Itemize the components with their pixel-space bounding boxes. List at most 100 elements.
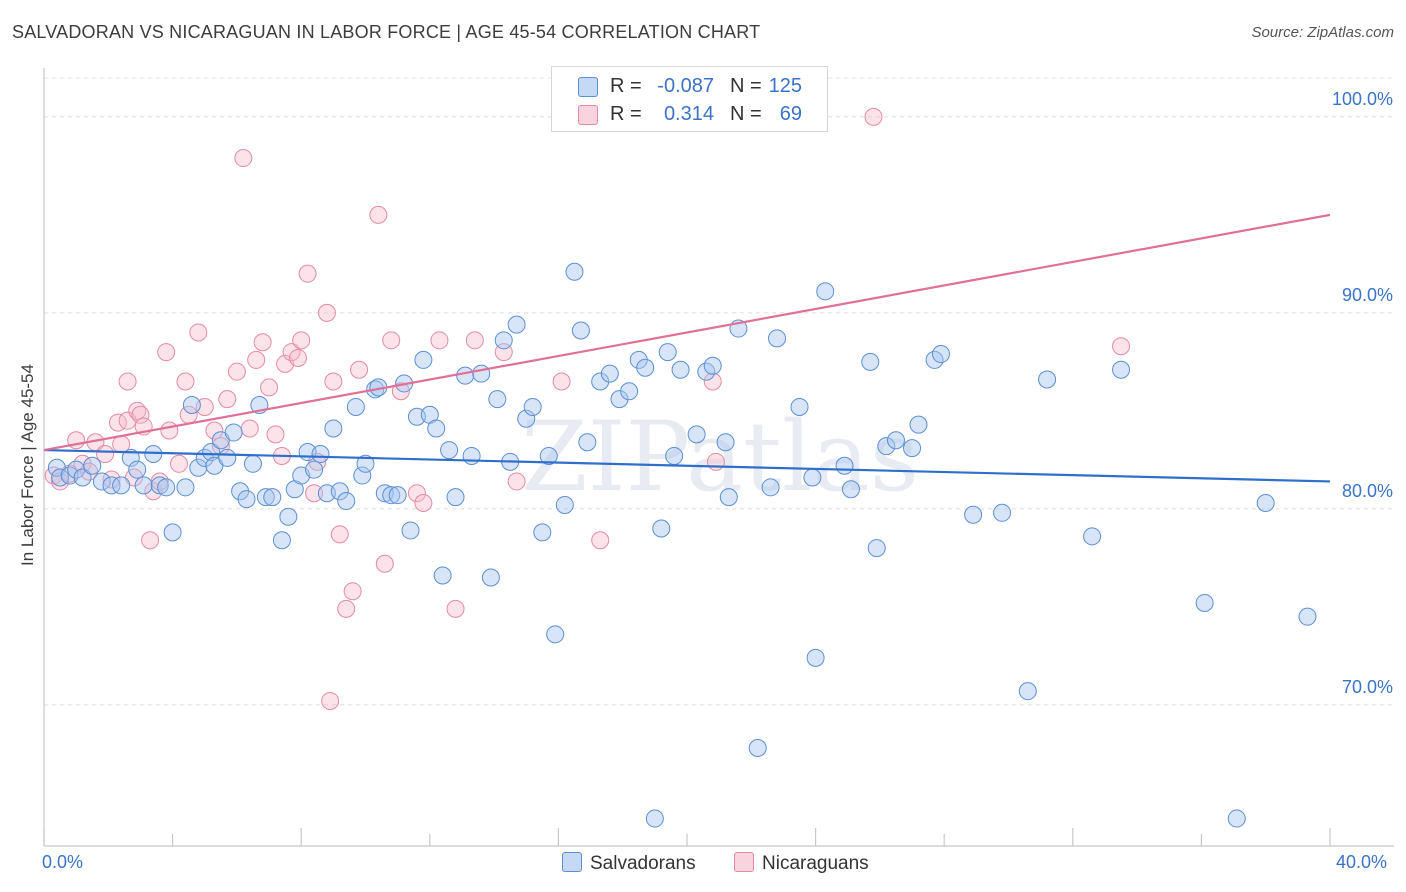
- salvadorans-point-13: [150, 476, 169, 495]
- nicaraguans-point-30: [227, 362, 246, 381]
- salvadorans-point-84: [658, 343, 677, 362]
- nicaraguans-point-52: [369, 205, 388, 224]
- salvadorans-point-117: [1227, 809, 1246, 828]
- salvadorans-point-20: [202, 443, 221, 462]
- nicaraguans-point-31: [234, 149, 253, 168]
- salvadorans-point-32: [279, 507, 298, 526]
- salvadorans-point-15: [163, 523, 182, 542]
- salvadorans-point-86: [671, 360, 690, 379]
- salvadorans-point-17: [182, 396, 201, 414]
- nicaraguans-point-40: [288, 348, 307, 367]
- salvadorans-point-85: [665, 446, 684, 465]
- salvadorans-point-111: [993, 503, 1012, 522]
- salvadorans-point-81: [636, 358, 655, 377]
- salvadorans-point-118: [1256, 494, 1275, 512]
- legend-row-salvadorans: R = -0.087 N = 125: [552, 73, 827, 101]
- salvadorans-point-10: [128, 460, 147, 479]
- nicaraguans-point-56: [407, 484, 426, 503]
- salvadorans-point-14: [157, 478, 176, 497]
- salvadorans-point-69: [533, 523, 552, 542]
- x-tick-label-min: 0.0%: [42, 852, 84, 872]
- bottom-legend-swatch-nicaraguans: [734, 852, 754, 872]
- legend-n-value: 69: [779, 103, 802, 125]
- salvadorans-point-64: [494, 331, 513, 350]
- salvadorans-point-62: [481, 568, 500, 587]
- nicaraguans-point-62: [507, 472, 526, 491]
- nicaraguans-point-22: [170, 454, 189, 473]
- axes: [43, 68, 1394, 847]
- chart-source: Source: ZipAtlas.com: [1251, 24, 1394, 41]
- salvadorans-point-112: [1018, 682, 1037, 701]
- salvadorans-point-55: [427, 419, 446, 438]
- nicaraguans-point-65: [703, 372, 722, 391]
- nicaraguans-point-46: [321, 691, 340, 710]
- salvadorans-point-41: [337, 492, 356, 511]
- nicaraguans-point-60: [465, 331, 484, 350]
- salvadorans-point-93: [748, 739, 767, 757]
- nicaraguans-point-58: [430, 331, 449, 350]
- salvadorans-point-44: [356, 454, 375, 473]
- salvadorans-point-110: [964, 505, 983, 524]
- salvadorans-point-16: [176, 478, 195, 497]
- legend-n-label: N =: [730, 75, 762, 97]
- salvadorans-point-40: [330, 482, 349, 501]
- nicaraguans-point-32: [240, 419, 259, 438]
- nicaraguans-point-23: [176, 372, 195, 391]
- salvadorans-point-7: [102, 476, 121, 495]
- y-tick-labels: 70.0% 80.0% 90.0% 100.0%: [1332, 89, 1393, 697]
- nicaraguans-point-33: [247, 350, 266, 369]
- salvadorans-point-74: [571, 321, 590, 340]
- salvadorans-point-5: [83, 456, 102, 475]
- legend-r-value: -0.087: [657, 75, 714, 97]
- salvadorans-point-104: [877, 437, 896, 456]
- salvadorans-point-18: [189, 458, 208, 477]
- salvadorans-point-48: [382, 486, 401, 505]
- salvadorans-point-49: [388, 486, 407, 505]
- salvadorans-point-99: [816, 282, 835, 301]
- chart-title: SALVADORAN VS NICARAGUAN IN LABOR FORCE …: [12, 22, 761, 42]
- salvadorans-point-43: [353, 466, 372, 485]
- salvadorans-point-102: [861, 352, 880, 371]
- salvadorans-point-4: [73, 468, 92, 487]
- salvadorans-point-12: [144, 445, 163, 463]
- salvadorans-point-37: [311, 445, 330, 463]
- nicaraguans-point-29: [218, 390, 237, 409]
- salvadorans-point-66: [507, 315, 526, 334]
- salvadorans-point-6: [92, 472, 111, 491]
- salvadorans-point-103: [867, 539, 886, 558]
- salvadorans-point-82: [645, 809, 664, 828]
- legend-row-nicaraguans: R = 0.314 N = 69: [552, 101, 827, 129]
- salvadorans-point-109: [931, 345, 950, 364]
- bottom-legend-swatch-salvadorans: [562, 852, 582, 872]
- salvadorans-point-107: [909, 415, 928, 434]
- nicaraguans-point-25: [189, 323, 208, 342]
- nicaraguans-point-67: [864, 107, 883, 126]
- salvadorans-point-68: [523, 397, 542, 416]
- nicaraguans-point-54: [382, 331, 401, 350]
- nicaraguans-point-34: [253, 333, 272, 352]
- nicaraguans-point-66: [706, 452, 725, 471]
- salvadorans-point-116: [1195, 593, 1214, 612]
- salvadorans-point-105: [886, 431, 905, 450]
- nicaraguans-point-42: [298, 264, 317, 283]
- nicaraguans-point-68: [1112, 337, 1131, 356]
- salvadorans-point-79: [620, 382, 639, 401]
- nicaraguans-point-41: [292, 331, 311, 350]
- salvadorans-point-101: [841, 480, 860, 499]
- legend-swatch-salvadorans: [578, 77, 598, 97]
- salvadorans-point-91: [719, 488, 738, 507]
- salvadorans-point-59: [456, 366, 475, 385]
- salvadorans-point-23: [218, 448, 237, 467]
- salvadorans-point-87: [687, 425, 706, 444]
- legend-swatch-nicaraguans: [578, 105, 598, 125]
- salvadorans-point-113: [1038, 370, 1057, 389]
- salvadorans-point-9: [121, 448, 140, 467]
- salvadorans-point-95: [768, 329, 787, 348]
- salvadorans-point-75: [578, 433, 597, 452]
- nicaraguans-point-15: [131, 405, 150, 424]
- salvadorans-point-57: [440, 441, 459, 460]
- nicaraguans-point-7: [96, 445, 115, 463]
- bottom-legend-label: Salvadorans: [590, 853, 696, 874]
- salvadorans-point-8: [112, 476, 131, 495]
- nicaraguans-point-27: [205, 421, 224, 440]
